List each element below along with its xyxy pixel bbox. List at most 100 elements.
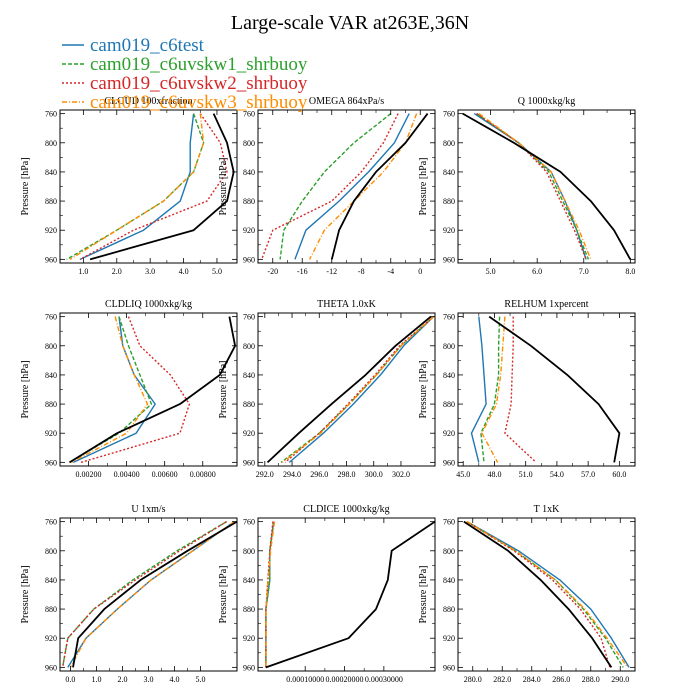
y-axis-label: Pressure [hPa] bbox=[20, 157, 31, 215]
x-tick-label: 5.0 bbox=[212, 267, 222, 276]
series-line-2 bbox=[480, 316, 501, 463]
x-tick-label: 8.0 bbox=[625, 267, 635, 276]
x-tick-label: 0.00400 bbox=[114, 470, 140, 479]
y-tick-label: 920 bbox=[243, 429, 255, 438]
y-axis-label: Pressure [hPa] bbox=[218, 565, 229, 623]
panel-title: U 1xm/s bbox=[131, 504, 165, 515]
x-tick-label: -8 bbox=[358, 267, 365, 276]
x-tick-label: 0.0 bbox=[65, 675, 75, 684]
x-tick-label: 1.0 bbox=[91, 675, 101, 684]
panel-title: CLDICE 1000xkg/kg bbox=[303, 504, 389, 515]
y-tick-label: 760 bbox=[45, 518, 57, 527]
y-tick-label: 760 bbox=[443, 518, 455, 527]
x-tick-label: 294.0 bbox=[283, 470, 301, 479]
y-tick-label: 920 bbox=[443, 226, 455, 235]
x-tick-label: 0.00010000 bbox=[286, 675, 324, 684]
series-line-3 bbox=[466, 521, 611, 668]
series-line-1 bbox=[294, 113, 410, 260]
series-group bbox=[69, 316, 237, 464]
series-group bbox=[66, 113, 235, 261]
series-line-3 bbox=[476, 113, 587, 260]
y-tick-label: 960 bbox=[243, 663, 255, 672]
x-tick-label: 284.0 bbox=[523, 675, 541, 684]
series-line-4 bbox=[282, 316, 435, 463]
x-tick-label: 300.0 bbox=[365, 470, 383, 479]
x-tick-label: 3.0 bbox=[144, 675, 154, 684]
series-line-1 bbox=[67, 521, 235, 668]
x-tick-label: -20 bbox=[267, 267, 278, 276]
plot-frame bbox=[59, 109, 238, 264]
y-tick-label: 840 bbox=[243, 576, 255, 585]
y-tick-label: 760 bbox=[45, 313, 57, 322]
y-tick-label: 840 bbox=[443, 576, 455, 585]
series-group bbox=[463, 520, 630, 668]
x-tick-label: 0.00030000 bbox=[365, 675, 403, 684]
y-tick-label: 920 bbox=[45, 634, 57, 643]
panel-9: T 1xK Pressure [hPa] 760 800 840 880 920 960 280… bbox=[418, 504, 636, 684]
panel-4: CLDLIQ 1000xkg/kg Pressure [hPa] 760 800 840… bbox=[20, 299, 238, 479]
y-tick-label: 960 bbox=[443, 255, 455, 264]
x-tick-label: 0.00800 bbox=[190, 470, 216, 479]
panel-2: OMEGA 864xPa/s Pressure [hPa] 760 800 840 880… bbox=[218, 96, 436, 276]
x-tick-label: -4 bbox=[387, 267, 394, 276]
series-group bbox=[265, 520, 435, 669]
legend-label: cam019_c6uvskw1_shrbuoy bbox=[90, 54, 308, 75]
y-tick-label: 920 bbox=[45, 226, 57, 235]
series-line-1 bbox=[79, 113, 195, 261]
x-tick-label: 5.0 bbox=[196, 675, 206, 684]
y-tick-label: 880 bbox=[243, 400, 255, 409]
y-tick-label: 920 bbox=[443, 429, 455, 438]
x-tick-label: 282.0 bbox=[493, 675, 511, 684]
y-tick-label: 880 bbox=[243, 605, 255, 614]
panel-title: T 1xK bbox=[534, 504, 560, 515]
x-tick-label: 1.0 bbox=[78, 267, 88, 276]
x-tick-label: 57.0 bbox=[581, 470, 595, 479]
panel-7: U 1xm/s Pressure [hPa] 760 800 840 880 920 960 0… bbox=[20, 504, 238, 684]
series-line-4 bbox=[265, 521, 276, 668]
series-group bbox=[266, 315, 435, 464]
x-tick-label: 290.0 bbox=[611, 675, 629, 684]
panel-8: CLDICE 1000xkg/kg Pressure [hPa] 760 800 840… bbox=[218, 504, 436, 684]
x-tick-label: 4.0 bbox=[179, 267, 189, 276]
series-line-5 bbox=[463, 520, 613, 668]
y-axis-label: Pressure [hPa] bbox=[418, 565, 429, 623]
x-tick-label: 286.0 bbox=[552, 675, 570, 684]
legend-label: cam019_c6uvskw2_shrbuoy bbox=[90, 73, 308, 94]
x-tick-label: 0.00200 bbox=[76, 470, 102, 479]
x-tick-label: 296.0 bbox=[310, 470, 328, 479]
y-tick-label: 920 bbox=[45, 429, 57, 438]
plot-frame bbox=[257, 517, 436, 672]
figure-title: Large-scale VAR at263E,36N bbox=[231, 12, 469, 34]
series-line-5 bbox=[265, 520, 435, 669]
series-line-4 bbox=[466, 520, 629, 668]
y-tick-label: 840 bbox=[45, 371, 57, 380]
x-tick-label: 0.00600 bbox=[152, 470, 178, 479]
y-tick-label: 880 bbox=[45, 400, 57, 409]
x-tick-label: -12 bbox=[326, 267, 337, 276]
series-line-2 bbox=[280, 316, 435, 463]
y-tick-label: 800 bbox=[45, 547, 57, 556]
x-tick-label: 0 bbox=[418, 267, 422, 276]
x-tick-label: 4.0 bbox=[170, 675, 180, 684]
y-tick-label: 800 bbox=[243, 139, 255, 148]
y-tick-label: 840 bbox=[45, 168, 57, 177]
x-tick-label: 3.0 bbox=[145, 267, 155, 276]
y-tick-label: 960 bbox=[243, 255, 255, 264]
series-line-4 bbox=[481, 316, 506, 463]
series-line-5 bbox=[89, 113, 235, 261]
legend: cam019_c6testcam019_c6uvskw1_shrbuoycam0… bbox=[62, 35, 308, 113]
plot-frame bbox=[257, 109, 436, 264]
series-line-2 bbox=[279, 113, 392, 260]
panel-title: OMEGA 864xPa/s bbox=[309, 96, 384, 107]
series-line-2 bbox=[69, 316, 153, 464]
panel-title: RELHUM 1xpercent bbox=[504, 299, 588, 310]
y-tick-label: 800 bbox=[443, 342, 455, 351]
series-line-5 bbox=[330, 113, 429, 260]
series-line-2 bbox=[476, 113, 590, 260]
y-tick-label: 880 bbox=[443, 605, 455, 614]
x-tick-label: 2.0 bbox=[117, 675, 127, 684]
series-line-1 bbox=[288, 316, 435, 463]
y-tick-label: 960 bbox=[45, 458, 57, 467]
x-tick-label: 7.0 bbox=[579, 267, 589, 276]
y-tick-label: 800 bbox=[443, 139, 455, 148]
